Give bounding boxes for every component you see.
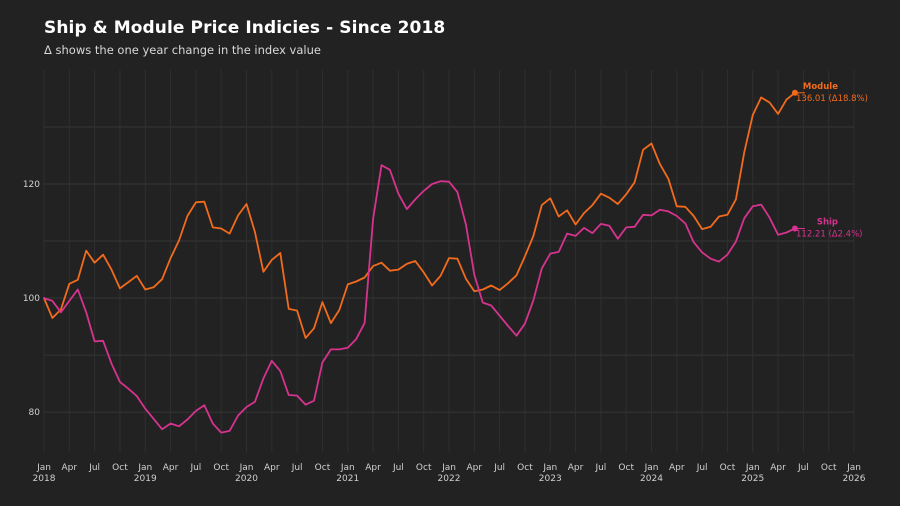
module-end-value: 136.01 (Δ18.8%) [796, 94, 868, 104]
x-tick-year-label: 2018 [33, 474, 56, 484]
x-tick-label: Jul [189, 463, 201, 473]
x-tick-label: Jan [846, 463, 861, 473]
x-tick-year-label: 2023 [539, 474, 562, 484]
x-tick-label: Jan [340, 463, 355, 473]
x-tick-label: Oct [517, 463, 533, 473]
end-labels: Module 136.01 (Δ18.8%) Ship 112.21 (Δ2.4%) [796, 82, 868, 240]
x-tick-label: Apr [669, 463, 685, 473]
x-tick-label: Apr [770, 463, 786, 473]
ship-end-value: 112.21 (Δ2.4%) [796, 230, 863, 240]
module-series-name: Module [803, 82, 838, 92]
x-tick-label: Jul [696, 463, 708, 473]
x-tick-year-label: 2022 [438, 474, 461, 484]
y-tick-label: 80 [29, 408, 41, 418]
x-tick-label: Oct [720, 463, 736, 473]
x-tick-label: Jan [542, 463, 557, 473]
x-tick-label: Oct [416, 463, 432, 473]
x-tick-year-label: 2026 [843, 474, 866, 484]
x-tick-label: Apr [467, 463, 483, 473]
x-tick-label: Oct [315, 463, 331, 473]
x-tick-label: Jan [745, 463, 760, 473]
y-tick-label: 100 [23, 294, 40, 304]
ship-series-name: Ship [817, 218, 838, 228]
x-tick-label: Oct [821, 463, 837, 473]
x-tick-label: Oct [213, 463, 229, 473]
x-tick-year-label: 2025 [741, 474, 764, 484]
x-tick-label: Jan [137, 463, 152, 473]
ship-series-line [43, 164, 796, 434]
x-tick-label: Jul [392, 463, 404, 473]
x-tick-year-label: 2019 [134, 474, 157, 484]
x-tick-year-label: 2020 [235, 474, 258, 484]
x-tick-year-label: 2024 [640, 474, 663, 484]
grid-lines [43, 70, 855, 452]
x-tick-label: Oct [618, 463, 634, 473]
x-tick-label: Jan [36, 463, 51, 473]
x-tick-label: Jul [88, 463, 100, 473]
x-tick-label: Jul [291, 463, 303, 473]
x-tick-label: Apr [264, 463, 280, 473]
module-series-line [43, 91, 796, 339]
x-tick-label: Jul [594, 463, 606, 473]
x-tick-year-label: 2021 [336, 474, 359, 484]
x-tick-label: Apr [62, 463, 78, 473]
chart-subtitle: Δ shows the one year change in the index… [44, 43, 321, 57]
x-tick-label: Apr [163, 463, 179, 473]
x-tick-label: Jan [644, 463, 659, 473]
x-tick-label: Jul [493, 463, 505, 473]
x-tick-label: Jul [797, 463, 809, 473]
series-group [43, 89, 805, 434]
y-axis: 80 100 120 [23, 180, 40, 418]
chart-title: Ship & Module Price Indicies - Since 201… [44, 18, 446, 38]
x-tick-label: Apr [568, 463, 584, 473]
x-tick-label: Oct [112, 463, 128, 473]
x-tick-label: Apr [365, 463, 381, 473]
x-tick-label: Jan [441, 463, 456, 473]
x-tick-label: Jan [239, 463, 254, 473]
y-tick-label: 120 [23, 180, 40, 190]
